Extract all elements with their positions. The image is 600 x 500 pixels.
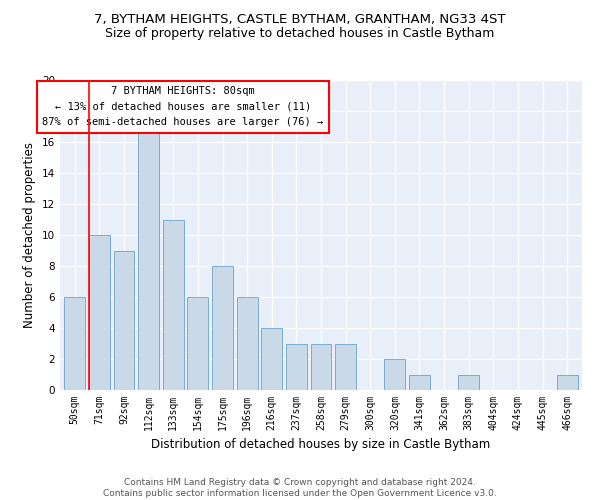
- Bar: [187, 297, 208, 390]
- X-axis label: Distribution of detached houses by size in Castle Bytham: Distribution of detached houses by size …: [151, 438, 491, 452]
- Bar: [89, 235, 110, 390]
- Text: Contains HM Land Registry data © Crown copyright and database right 2024.
Contai: Contains HM Land Registry data © Crown c…: [103, 478, 497, 498]
- Bar: [236, 297, 257, 390]
- Bar: [385, 359, 406, 390]
- Bar: [261, 328, 282, 390]
- Bar: [64, 297, 85, 390]
- Bar: [335, 344, 356, 390]
- Text: 7, BYTHAM HEIGHTS, CASTLE BYTHAM, GRANTHAM, NG33 4ST: 7, BYTHAM HEIGHTS, CASTLE BYTHAM, GRANTH…: [94, 12, 506, 26]
- Bar: [286, 344, 307, 390]
- Text: 7 BYTHAM HEIGHTS: 80sqm
← 13% of detached houses are smaller (11)
87% of semi-de: 7 BYTHAM HEIGHTS: 80sqm ← 13% of detache…: [42, 86, 323, 128]
- Bar: [138, 126, 159, 390]
- Bar: [311, 344, 331, 390]
- Bar: [113, 250, 134, 390]
- Bar: [163, 220, 184, 390]
- Y-axis label: Number of detached properties: Number of detached properties: [23, 142, 37, 328]
- Bar: [557, 374, 578, 390]
- Bar: [212, 266, 233, 390]
- Bar: [409, 374, 430, 390]
- Bar: [458, 374, 479, 390]
- Text: Size of property relative to detached houses in Castle Bytham: Size of property relative to detached ho…: [106, 28, 494, 40]
